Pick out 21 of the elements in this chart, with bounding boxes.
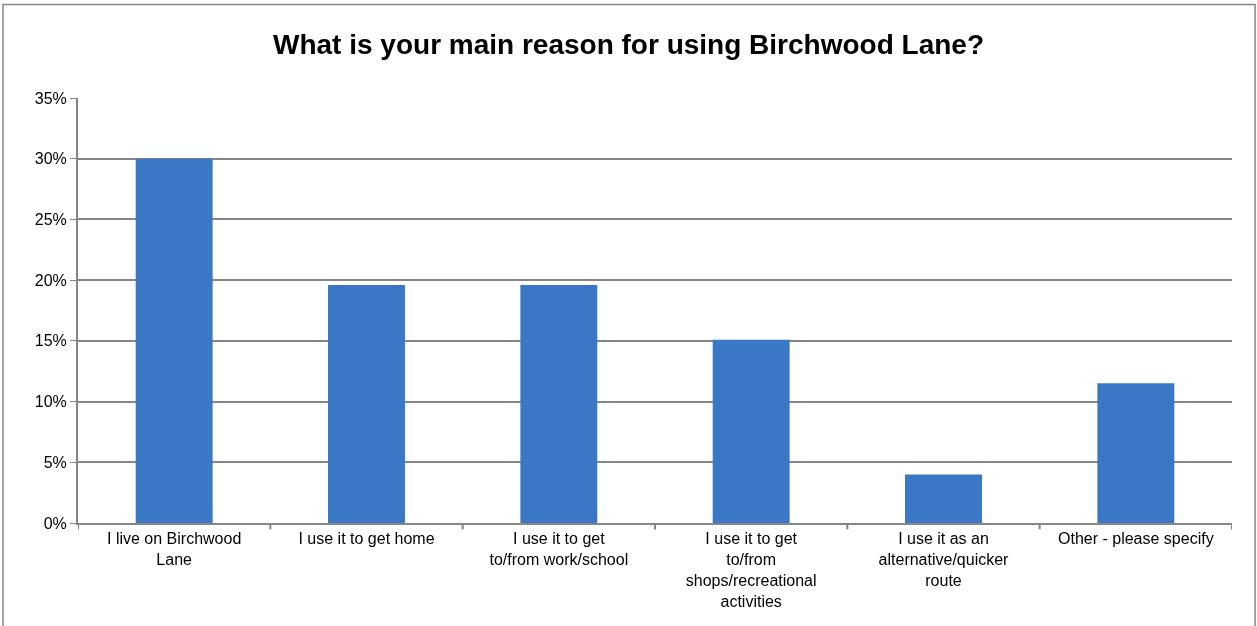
y-tick-label: 10% — [34, 393, 67, 411]
x-tick-label: I use it to get to/from shops/recreational activities — [685, 530, 817, 610]
bar — [905, 474, 982, 523]
chart-title: What is your main reason for using Birchwood Lane? — [273, 28, 984, 60]
y-tick-label: 20% — [34, 271, 67, 289]
bar — [1097, 383, 1175, 523]
x-tick-label: Other - please specify — [1058, 530, 1214, 548]
x-tick-label: I live on Birchwood Lane — [107, 530, 242, 568]
y-tick-label: 25% — [34, 211, 67, 229]
y-tick-label: 5% — [43, 453, 67, 471]
x-tick-label: I use it to get home — [298, 530, 435, 548]
y-tick-label: 35% — [34, 89, 67, 107]
y-tick-label: 0% — [43, 514, 67, 532]
bar — [712, 339, 790, 523]
y-tick-label: 15% — [34, 332, 67, 350]
bar — [520, 285, 598, 523]
bar — [135, 158, 213, 523]
y-tick-label: 30% — [34, 150, 67, 168]
x-tick-label: I use it as an alternative/quicker route — [878, 530, 1010, 589]
x-tick-label: I use it to get to/from work/school — [489, 530, 629, 568]
bar — [328, 285, 405, 523]
